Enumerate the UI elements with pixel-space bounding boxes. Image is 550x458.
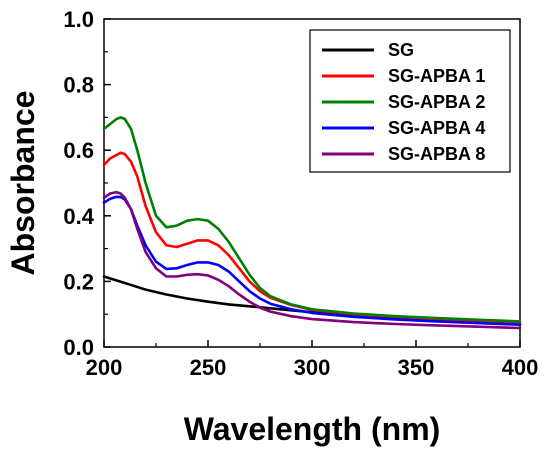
series-line-sg-apba-2 (102, 116, 522, 323)
y-axis-title: Absorbance (5, 91, 41, 276)
series-line-sg-apba-8 (102, 190, 522, 330)
x-tick-label-400: 400 (502, 355, 539, 380)
y-tick-label-0.2: 0.2 (63, 269, 94, 294)
legend-label-0: SG (388, 40, 414, 60)
legend: SG SG-APBA 1 SG-APBA 2 SG-APBA 4 SG-APBA 8 (309, 29, 511, 173)
x-tick-label-300: 300 (294, 355, 331, 380)
x-tick-label-250: 250 (190, 355, 227, 380)
axis-layer: 200 250 300 350 400 0.0 0.2 0.4 0.6 0.8 1.0 (63, 7, 538, 380)
legend-label-4: SG-APBA 8 (388, 144, 485, 164)
y-tick-label-0.4: 0.4 (63, 204, 94, 229)
y-tick-label-1.0: 1.0 (63, 7, 94, 32)
legend-label-3: SG-APBA 4 (388, 118, 485, 138)
legend-label-2: SG-APBA 2 (388, 92, 485, 112)
x-axis-title: Wavelength (nm) (184, 411, 441, 447)
y-tick-label-0.0: 0.0 (63, 335, 94, 360)
series-layer (102, 116, 522, 330)
x-tick-label-200: 200 (86, 355, 123, 380)
y-tick-label-0.6: 0.6 (63, 138, 94, 163)
x-tick-label-350: 350 (398, 355, 435, 380)
y-tick-label-0.8: 0.8 (63, 73, 94, 98)
legend-label-1: SG-APBA 1 (388, 66, 485, 86)
